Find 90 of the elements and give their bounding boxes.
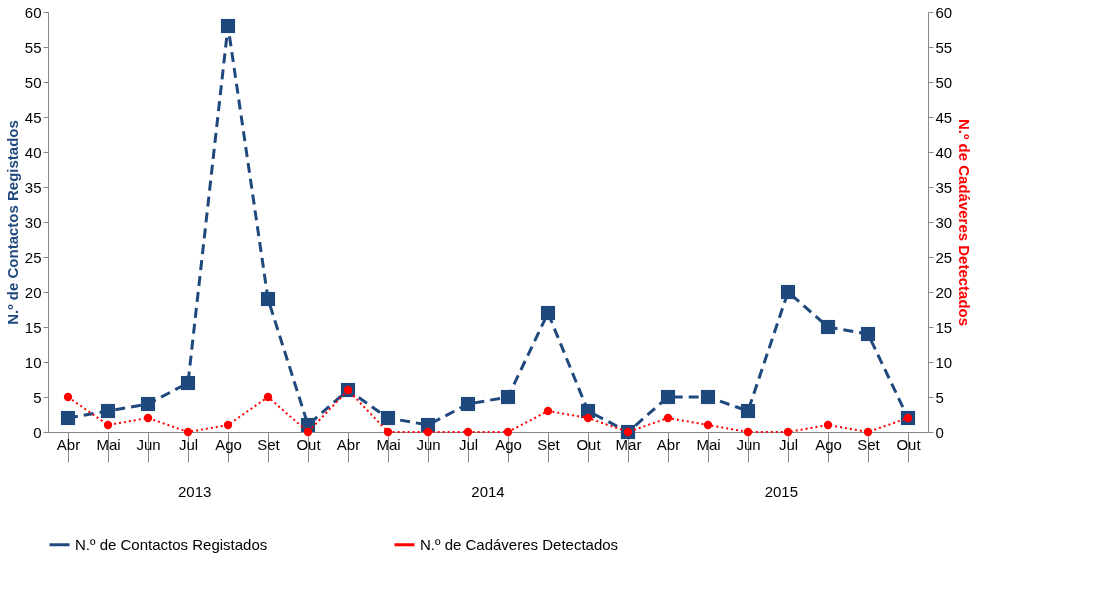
x-tick-label: Set [857,435,881,453]
y-tick-label: 15 [24,318,42,336]
point [183,427,193,437]
x-tick-label: Ago [815,435,842,453]
y2-axis-title: N.º de Cadáveres Detectados [956,118,974,327]
y-tick-label: 0 [33,423,42,441]
y2-tick-label: 60 [935,3,953,21]
y-axis-title: N.º de Contactos Registados [3,120,21,325]
x-tick-label: Set [537,435,561,453]
point [500,389,516,405]
point [100,403,116,419]
y2-tick-label: 0 [935,423,944,441]
y2-tick-label: 10 [935,353,953,371]
point [63,392,73,402]
y2-tick-label: 15 [935,318,953,336]
text: 2013 [177,483,212,500]
point [260,291,276,307]
x-tick-label: Ago [495,435,522,453]
x-tick-label: Jul [178,435,199,453]
point [820,319,836,335]
x-tick-label: Mar [615,435,642,453]
y2-tick-label: 35 [935,178,953,196]
y-tick-label: 55 [24,38,42,56]
y2-tick-label: 55 [935,38,953,56]
point [660,389,676,405]
x-tick-label: Out [576,435,602,453]
x-tick-label: Out [296,435,322,453]
point [583,413,593,423]
x-tick-label: Jun [736,435,761,453]
point [740,403,756,419]
y2-tick-label: 40 [935,143,953,161]
x-tick-label: Jul [458,435,479,453]
point [863,427,873,437]
x-tick-label: Mai [696,435,721,453]
x-tick-label: Abr [336,435,361,453]
point [380,410,396,426]
text: 2014 [471,483,505,500]
x-tick-label: Out [896,435,922,453]
text: 2015 [764,483,799,500]
y-tick-label: 5 [33,388,42,406]
point [263,392,273,402]
point [540,305,556,321]
x-tick-label: Set [257,435,281,453]
point [460,396,476,412]
y2-tick-label: 20 [935,283,953,301]
x-tick-label: Jul [778,435,799,453]
point [783,427,793,437]
point [823,420,833,430]
point [180,375,196,391]
y-tick-label: 35 [24,178,42,196]
x-tick-label: Ago [215,435,242,453]
x-tick-label: Mai [376,435,401,453]
point [743,427,753,437]
point [543,406,553,416]
y-tick-label: 20 [24,283,42,301]
point [60,410,76,426]
point [663,413,673,423]
point [140,396,156,412]
point [700,389,716,405]
y2-tick-label: 45 [935,108,953,126]
x-tick-label: Jun [136,435,161,453]
point [463,427,473,437]
legend-label: N.º de Contactos Registados [75,535,268,553]
y-tick-label: 50 [24,73,42,91]
y2-tick-label: 5 [935,388,944,406]
x-tick-label: Mai [96,435,121,453]
point [860,326,876,342]
legend-label: N.º de Cadáveres Detectados [420,535,619,553]
point [703,420,713,430]
point [383,427,393,437]
y-tick-label: 25 [24,248,42,266]
x-tick-label: Abr [656,435,681,453]
x-tick-label: Jun [416,435,441,453]
point [303,427,313,437]
x-tick-label: Abr [56,435,81,453]
point [503,427,513,437]
y-tick-label: 60 [24,3,42,21]
y-tick-label: 45 [24,108,42,126]
point [423,427,433,437]
point [103,420,113,430]
point [143,413,153,423]
y-tick-label: 10 [24,353,42,371]
y2-tick-label: 50 [935,73,953,91]
point [223,420,233,430]
point [220,18,236,34]
point [780,284,796,300]
y2-tick-label: 30 [935,213,953,231]
y2-tick-label: 25 [935,248,953,266]
y-tick-label: 30 [24,213,42,231]
y-tick-label: 40 [24,143,42,161]
